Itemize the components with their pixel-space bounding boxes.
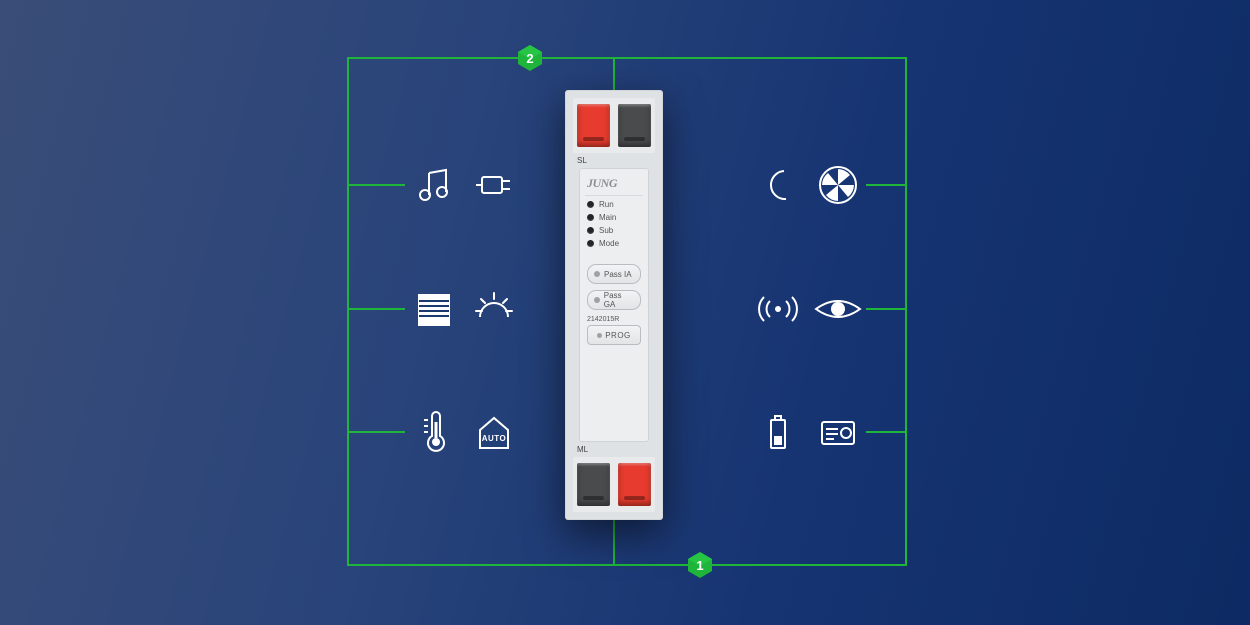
line-top [347,57,906,59]
line-r-row3 [866,431,907,433]
line-right [905,57,907,566]
led-row-mode: Mode [587,239,641,248]
line-bottom [347,564,906,566]
line-l-row2 [347,308,405,310]
pass-ga-label: Pass GA [604,291,634,309]
prog-button[interactable]: PROG [587,325,641,345]
led-sub-label: Sub [599,226,613,235]
pass-ga-button[interactable]: Pass GA [587,290,641,310]
pass-ia-label: Pass IA [604,270,632,279]
node-top-label: 2 [516,44,544,72]
pass-ia-button[interactable]: Pass IA [587,264,641,284]
line-left [347,57,349,566]
eye-icon [812,289,864,329]
line-r-row1 [866,184,907,186]
prog-label: PROG [605,331,631,340]
led-sub-icon [587,227,594,234]
device-brand: JUNG [585,174,643,196]
auto-home-icon: AUTO [472,410,516,454]
device-model: 2142015R [587,316,641,323]
node-top: 2 [516,44,544,72]
terminal-block-bottom [573,457,655,512]
terminal-block-top [573,98,655,153]
node-bottom-label: 1 [686,551,714,579]
led-mode-icon [587,240,594,247]
blinds-icon [412,287,456,331]
thermometer-icon [412,410,456,454]
diagram-canvas: 2 1 AUTO [0,0,1250,625]
knx-device: SL JUNG Run Main Sub Mode Pass IA Pass G… [565,90,663,520]
moon-icon [756,163,800,207]
plug-icon [472,163,516,207]
prog-led-icon [597,333,602,338]
port-bottom-label: ML [577,445,588,454]
led-run-label: Run [599,200,614,209]
brightness-icon [472,287,516,331]
battery-icon [756,410,800,454]
port-top-label: SL [577,156,587,165]
device-face: JUNG Run Main Sub Mode Pass IA Pass GA 2… [579,168,649,442]
terminal-bottom-red [618,463,651,506]
led-row-sub: Sub [587,226,641,235]
radio-unit-icon [816,410,860,454]
terminal-bottom-dark [577,463,610,506]
led-row-main: Main [587,213,641,222]
music-icon [412,163,456,207]
fan-icon [816,163,860,207]
terminal-top-dark [618,104,651,147]
led-row-run: Run [587,200,641,209]
line-r-row2 [866,308,907,310]
broadcast-icon [752,289,804,329]
line-l-row1 [347,184,405,186]
pass-ga-led-icon [594,297,600,303]
led-mode-label: Mode [599,239,619,248]
line-top-drop [613,57,615,92]
led-run-icon [587,201,594,208]
pass-ia-led-icon [594,271,600,277]
node-bottom: 1 [686,551,714,579]
led-main-label: Main [599,213,616,222]
line-bottom-rise [613,518,615,566]
auto-home-label: AUTO [472,434,516,443]
line-l-row3 [347,431,405,433]
terminal-top-red [577,104,610,147]
led-main-icon [587,214,594,221]
